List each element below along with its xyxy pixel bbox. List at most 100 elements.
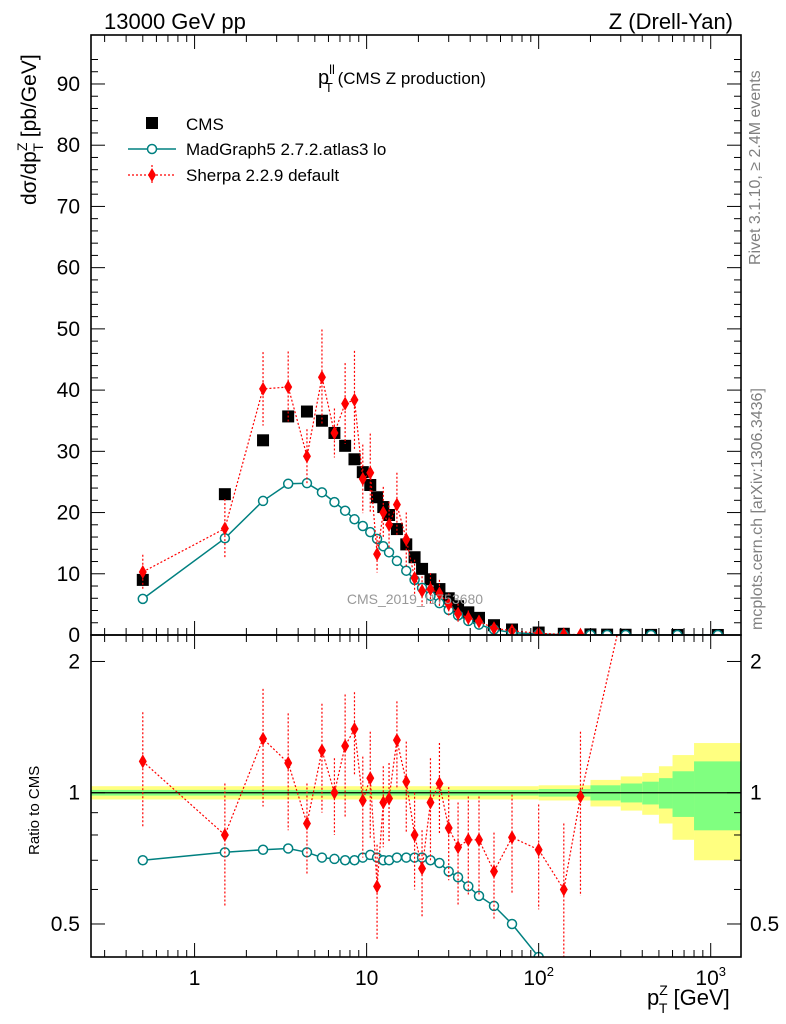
legend-label-cms: CMS (186, 115, 224, 134)
sherpa-point (475, 614, 484, 629)
madgraph-ratio-point (391, 852, 403, 863)
plot-title: pll T (CMS Z production) (318, 62, 486, 95)
sherpa-point (302, 449, 311, 464)
sherpa-ratio-point (317, 743, 326, 758)
sherpa-ratio-point (402, 774, 411, 789)
sherpa-point (379, 505, 388, 520)
y-tick-label: 50 (57, 318, 80, 341)
cms-point (300, 405, 313, 418)
sherpa-ratio-point (617, 612, 625, 626)
cms-point (315, 414, 328, 427)
sherpa-ratio-point (284, 755, 293, 770)
sherpa-point (410, 571, 419, 586)
sherpa-point (341, 396, 350, 411)
sherpa-ratio-point (330, 785, 339, 800)
sherpa-ratio-point (392, 733, 401, 748)
cms-point (218, 488, 231, 501)
madgraph-ratio-point (452, 871, 464, 883)
ratio-y-tick-label-left: 2 (68, 650, 80, 673)
madgraph-ratio-point (339, 855, 351, 866)
sherpa-ratio-point (576, 789, 585, 804)
madgraph-point (339, 505, 351, 516)
sherpa-ratio-point (475, 832, 484, 847)
plot-title-sup: ll (329, 62, 335, 77)
x-tick-label: 102 (523, 964, 554, 990)
sherpa-ratio-point (444, 821, 453, 836)
sherpa-ratio-point (464, 832, 473, 847)
sherpa-point (426, 582, 435, 597)
x-tick-label: 103 (695, 964, 726, 990)
sherpa-point (576, 627, 585, 635)
madgraph-ratio-point (282, 843, 294, 854)
ratio-y-tick-label-left: 0.5 (51, 913, 80, 936)
sherpa-ratio-point (341, 738, 350, 753)
y-tick-label: 60 (57, 257, 80, 280)
y-tick-label: 70 (57, 195, 80, 218)
sherpa-point (138, 564, 147, 579)
madgraph-point (401, 565, 412, 576)
ratio-plot-area (137, 612, 625, 957)
side-label-rivet: Rivet 3.1.10, ≥ 2.4M events (747, 70, 764, 265)
madgraph-ratio-line (142, 847, 540, 957)
y-axis-label-rest: [pb/GeV] (18, 54, 41, 143)
ratio-y-tick-label-right: 0.5 (750, 913, 779, 936)
sherpa-point (330, 425, 339, 440)
sherpa-ratio-point (534, 842, 543, 857)
sherpa-ratio-point (385, 791, 394, 806)
header-left: 13000 GeV pp (104, 9, 246, 34)
band-inner-seg (658, 778, 673, 809)
sherpa-point (559, 627, 568, 635)
axis-ticks: 1 10 102 103 0 10 20 30 40 50 60 70 80 90 0.5 0.5 1 1 2 2 (51, 35, 779, 990)
sherpa-ratio-point (379, 795, 388, 810)
y-tick-label: 40 (57, 379, 80, 402)
sherpa-ratio-point (138, 754, 147, 769)
watermark: CMS_2019_I1753680 (347, 591, 483, 607)
madgraph-point (391, 555, 403, 567)
y-axis-label: dσ/dpZT [pb/GeV] (14, 54, 46, 205)
sherpa-point (454, 606, 463, 621)
madgraph-point (282, 478, 294, 490)
ratio-uncertainty-band (91, 743, 741, 861)
y-axis-label-sub: T (30, 143, 46, 152)
sherpa-ratio-point (302, 816, 311, 831)
x-axis-label: pZ T [GeV] (647, 982, 730, 1016)
sherpa-ratio-point (358, 793, 367, 808)
sherpa-ratio-line (142, 635, 618, 892)
sherpa-ratio-point (373, 879, 382, 894)
sherpa-ratio-point (489, 864, 498, 879)
x-axis-label-rest: [GeV] (667, 985, 729, 1010)
sherpa-point (464, 610, 473, 625)
plot-title-main: p (318, 67, 329, 89)
sherpa-point (373, 547, 382, 562)
sherpa-ratio-point (220, 827, 229, 842)
madgraph-ratio-point (434, 857, 445, 869)
cms-point (416, 562, 429, 575)
cms-point (371, 491, 384, 504)
y-axis-label-sup: Z (14, 142, 30, 151)
sherpa-point (259, 381, 268, 396)
plot-title-rest: (CMS Z production) (333, 69, 486, 88)
sherpa-ratio-point (454, 840, 463, 855)
header-right: Z (Drell-Yan) (609, 9, 733, 34)
madgraph-point (137, 593, 149, 605)
madgraph-ratio-point (137, 855, 149, 866)
y-tick-label: 10 (57, 563, 80, 586)
sherpa-ratio-point (426, 795, 435, 810)
sherpa-point (392, 497, 401, 512)
legend-marker-cms (146, 117, 158, 129)
y-tick-label: 30 (57, 440, 80, 463)
sherpa-point (385, 517, 394, 532)
sherpa-point (220, 521, 229, 536)
x-axis-label-sup: Z (659, 982, 668, 998)
x-tick-label: 10 (355, 967, 378, 990)
madgraph-point (316, 487, 328, 498)
sherpa-ratio-point (366, 771, 375, 786)
sherpa-point (418, 583, 427, 598)
sherpa-point (444, 597, 453, 612)
legend-label-sherpa: Sherpa 2.2.9 default (186, 166, 339, 185)
sherpa-ratio-point (418, 861, 427, 876)
band-inner-seg (672, 771, 695, 817)
sherpa-point (435, 586, 444, 601)
legend-label-madgraph: MadGraph5 2.7.2.atlas3 lo (186, 140, 386, 159)
